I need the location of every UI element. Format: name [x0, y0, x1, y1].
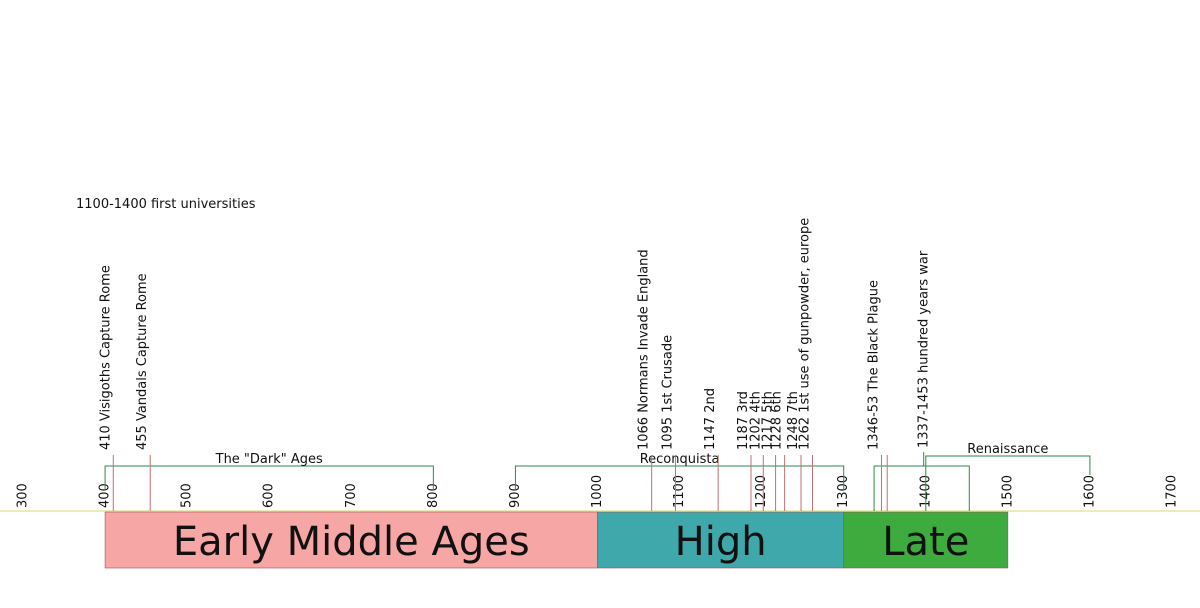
period-label: High — [675, 519, 767, 565]
event-label: 1262 1st use of gunpowder, europe — [798, 218, 813, 450]
tick-label: 900 — [508, 483, 523, 508]
period-block — [843, 511, 1009, 569]
span-label: Reconquista — [640, 452, 720, 467]
tick-label: 1300 — [836, 475, 851, 508]
period-label: Late — [882, 519, 969, 565]
tick-label: 1500 — [1000, 475, 1015, 508]
tick-label: 300 — [16, 483, 31, 508]
event-label: 1217 5th — [761, 391, 776, 450]
tick-label: 700 — [344, 483, 359, 508]
span-bracket — [514, 465, 845, 490]
event-label: 1202 4th — [748, 391, 763, 450]
event-label: 1228 6th — [770, 391, 785, 450]
span-label: The "Dark" Ages — [215, 452, 323, 467]
event-label: 410 Visigoths Capture Rome — [98, 265, 113, 450]
event-label: 1095 1st Crusade — [660, 335, 675, 450]
span-label: 1337-1453 hundred years war — [917, 250, 932, 448]
period-block — [597, 511, 845, 569]
event-label: 1248 7th — [786, 391, 801, 450]
span-label: Renaissance — [967, 442, 1048, 457]
tick-label: 800 — [426, 483, 441, 508]
tick-label: 600 — [262, 483, 277, 508]
span-bracket — [104, 465, 434, 490]
period-block — [104, 511, 598, 569]
tick-label: 400 — [98, 483, 113, 508]
tick-label: 1100 — [672, 475, 687, 508]
note: 1100-1400 first universities — [76, 197, 256, 212]
event-label: 1066 Normans Invade England — [637, 249, 652, 450]
tick-label: 1200 — [754, 475, 769, 508]
tick-label: 1700 — [1165, 475, 1180, 508]
event-label: 1346-53 The Black Plague — [866, 280, 881, 450]
event-label: 455 Vandals Capture Rome — [135, 273, 150, 450]
event-label: 1147 2nd — [703, 388, 718, 450]
tick-label: 1600 — [1082, 475, 1097, 508]
period-label: Early Middle Ages — [173, 519, 530, 565]
tick-label: 1000 — [590, 475, 605, 508]
span-bracket — [925, 455, 1091, 511]
event-label: 1187 3rd — [736, 391, 751, 450]
tick-label: 500 — [180, 483, 195, 508]
span-bracket — [873, 465, 970, 511]
